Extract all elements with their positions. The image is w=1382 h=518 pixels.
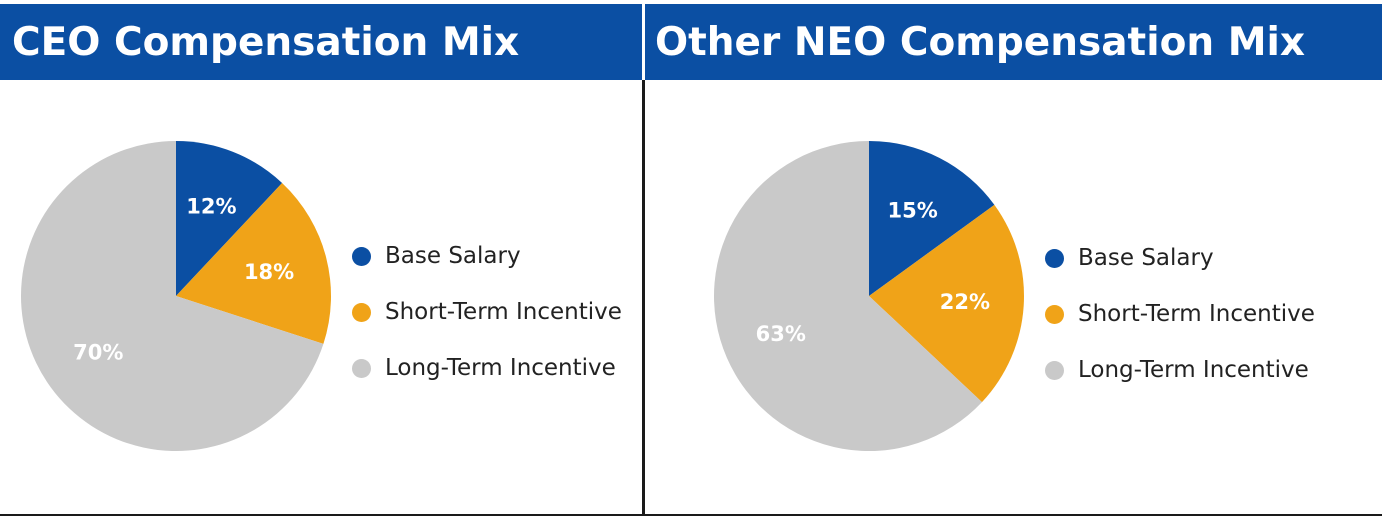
ceo-legend-label-base-salary: Base Salary: [385, 243, 521, 269]
ceo-chart-title: CEO Compensation Mix: [12, 20, 520, 65]
neo-slice-label-short-term-incentive: 22%: [940, 290, 990, 314]
ceo-legend-swatch-long-term-incentive: [352, 358, 371, 378]
neo-slice-label-base-salary: 15%: [887, 198, 937, 222]
neo-legend-label-long-term-incentive: Long-Term Incentive: [1078, 357, 1309, 383]
ceo-slice-base-salary: [176, 141, 283, 296]
neo-slice-short-term-incentive: [869, 204, 1024, 403]
neo-legend-swatch-short-term-incentive: [1045, 304, 1064, 324]
neo-chart-title: Other NEO Compensation Mix: [655, 20, 1306, 65]
ceo-slice-label-short-term-incentive: 18%: [244, 260, 294, 284]
ceo-slice-label-long-term-incentive: 70%: [73, 340, 123, 364]
neo-legend-swatch-long-term-incentive: [1045, 360, 1064, 380]
ceo-legend-item-short-term-incentive: Short-Term Incentive: [352, 284, 622, 340]
ceo-legend-item-long-term-incentive: Long-Term Incentive: [352, 340, 622, 396]
neo-legend-label-base-salary: Base Salary: [1078, 245, 1214, 271]
neo-legend-label-short-term-incentive: Short-Term Incentive: [1078, 301, 1315, 327]
neo-panel: Other NEO Compensation Mix 15% 22% 63% Bas…: [645, 0, 1382, 516]
neo-legend: Base Salary Short-Term Incentive Long-Term…: [1045, 230, 1315, 398]
ceo-legend-item-base-salary: Base Salary: [352, 228, 622, 284]
neo-slice-long-term-incentive: [714, 141, 982, 451]
ceo-legend-swatch-short-term-incentive: [352, 302, 371, 322]
ceo-legend-label-long-term-incentive: Long-Term Incentive: [385, 355, 616, 381]
neo-pie-chart: 15% 22% 63%: [714, 141, 1024, 451]
ceo-legend-label-short-term-incentive: Short-Term Incentive: [385, 299, 622, 325]
ceo-slice-label-base-salary: 12%: [186, 195, 236, 219]
ceo-slice-long-term-incentive: [20, 141, 324, 452]
neo-slice-base-salary: [869, 141, 995, 296]
ceo-header: CEO Compensation Mix: [0, 4, 642, 80]
ceo-slice-short-term-incentive: [176, 183, 331, 344]
neo-legend-item-base-salary: Base Salary: [1045, 230, 1315, 286]
neo-legend-swatch-base-salary: [1045, 248, 1064, 268]
ceo-pie-chart: 12% 18% 70%: [20, 141, 331, 452]
bottom-rule: [0, 514, 1382, 516]
neo-legend-item-short-term-incentive: Short-Term Incentive: [1045, 286, 1315, 342]
panel-divider: [642, 80, 645, 516]
ceo-legend: Base Salary Short-Term Incentive Long-Term…: [352, 228, 622, 396]
neo-header: Other NEO Compensation Mix: [645, 4, 1382, 80]
ceo-panel: CEO Compensation Mix 12% 18% 70% Base Sala…: [0, 0, 642, 516]
neo-slice-label-long-term-incentive: 63%: [756, 322, 806, 346]
ceo-legend-swatch-base-salary: [352, 246, 371, 266]
neo-legend-item-long-term-incentive: Long-Term Incentive: [1045, 342, 1315, 398]
